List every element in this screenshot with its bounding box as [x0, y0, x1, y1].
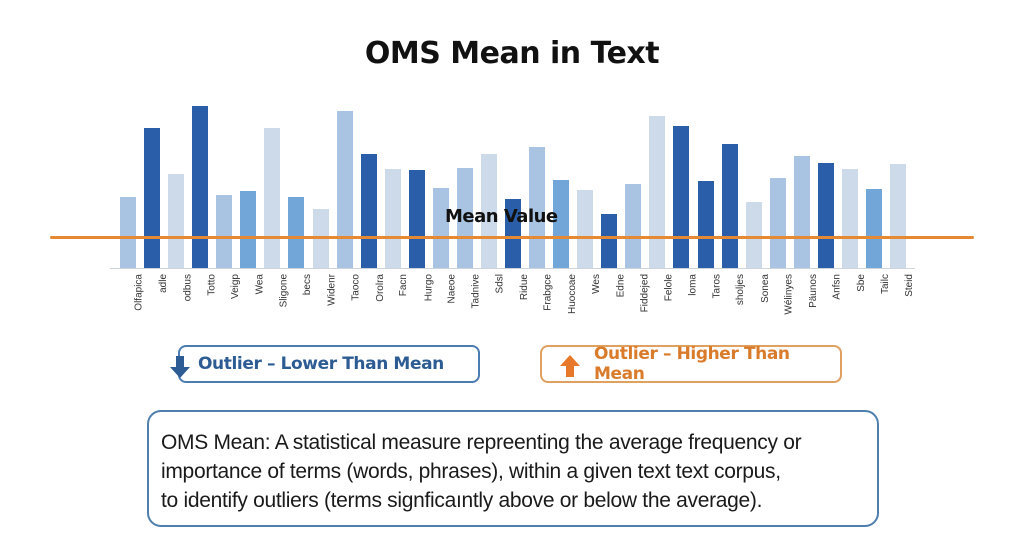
x-tick-label: Päunos — [807, 274, 819, 308]
bar — [408, 169, 425, 268]
bar — [480, 153, 497, 268]
bar — [745, 202, 762, 268]
description-box: OMS Mean: A statistical measure repreent… — [147, 410, 879, 527]
bar — [456, 167, 473, 268]
x-tick-label: Wea — [254, 274, 266, 295]
x-tick-label: Sdsl — [494, 274, 506, 294]
description-line-1: OMS Mean: A statistical measure repreent… — [161, 431, 802, 454]
legend-higher-than-mean: Outlier – Higher Than Mean — [540, 344, 842, 384]
mean-line — [50, 236, 974, 239]
bar — [625, 183, 642, 268]
bar — [216, 195, 233, 268]
bar — [793, 155, 810, 268]
x-tick-label: Tadnive — [470, 274, 482, 309]
x-tick-label: Tailc — [879, 274, 891, 295]
x-tick-label: Felole — [663, 274, 675, 302]
x-tick-label: Wes — [591, 274, 603, 294]
x-tick-label: Totto — [206, 274, 218, 296]
x-tick-label: adle — [158, 274, 170, 293]
chart-title: OMS Mean in Text — [364, 36, 660, 71]
bar — [841, 168, 858, 268]
bar — [865, 189, 882, 268]
bar — [168, 173, 185, 268]
bar — [649, 116, 666, 268]
x-tick-label: Widenr — [326, 274, 338, 306]
bar — [240, 191, 257, 268]
description-line-3: to identify outliers (terms signficaıntl… — [161, 489, 763, 512]
x-tick-label: Taoco — [350, 274, 362, 301]
bar — [144, 128, 161, 268]
bar — [264, 128, 281, 268]
x-tick-label: Sbe — [855, 274, 867, 292]
bar — [505, 199, 521, 268]
description-line-2: importance of terms (words, phrases), wi… — [161, 460, 781, 483]
x-tick-label: Naeoe — [446, 274, 458, 304]
x-tick-label: Sligone — [278, 274, 290, 308]
bar — [697, 180, 714, 268]
legend-lower-than-mean: Outlier – Lower Than Mean — [170, 345, 480, 383]
bar — [432, 188, 449, 268]
x-tick-label: becs — [302, 274, 314, 296]
bar — [384, 168, 401, 268]
x-tick-label: Veigp — [230, 274, 242, 300]
bar — [336, 111, 353, 268]
x-tick-label: Sonea — [759, 274, 771, 303]
bar — [769, 177, 786, 268]
bar — [601, 214, 618, 268]
bar — [192, 106, 209, 268]
x-tick-label: Anfsn — [831, 274, 843, 300]
bar — [288, 197, 305, 268]
x-tick-label: Frabgce — [543, 274, 555, 311]
x-tick-label: Wélinyes — [783, 274, 795, 315]
x-axis-line — [110, 268, 915, 269]
bar — [817, 162, 834, 268]
bar — [553, 179, 570, 268]
x-tick-label: loma — [687, 274, 699, 296]
x-tick-label: Fiddejed — [639, 274, 651, 313]
x-tick-label: Edne — [615, 274, 627, 298]
bar — [360, 153, 377, 268]
x-tick-label: Hurgo — [422, 274, 434, 302]
legend-higher-label: Outlier – Higher Than Mean — [594, 344, 790, 384]
x-tick-label: Taros — [711, 274, 723, 299]
bar-chart: Mean Value Olfapica adle odbus Totto Veigp We… — [50, 106, 974, 315]
x-tick-label: Steid — [904, 274, 915, 297]
x-tick-label: Huocoae — [567, 274, 579, 315]
mean-value-label: Mean Value — [445, 206, 558, 227]
x-tick-label: Olfapica — [134, 274, 145, 311]
bar — [577, 190, 594, 268]
x-tick-label: Ridue — [519, 274, 530, 301]
x-tick-label: Facn — [398, 274, 410, 297]
x-tick-label: odbus — [182, 274, 194, 302]
bar — [120, 197, 136, 268]
bar — [721, 144, 738, 268]
x-tick-label: Orolra — [374, 274, 386, 302]
bar — [890, 163, 906, 268]
legend-lower-label: Outlier – Lower Than Mean — [198, 354, 444, 374]
arrow-down-icon — [170, 356, 190, 378]
x-tick-label: sholjes — [735, 274, 747, 306]
bar — [673, 126, 690, 268]
arrow-up-icon — [560, 355, 580, 377]
